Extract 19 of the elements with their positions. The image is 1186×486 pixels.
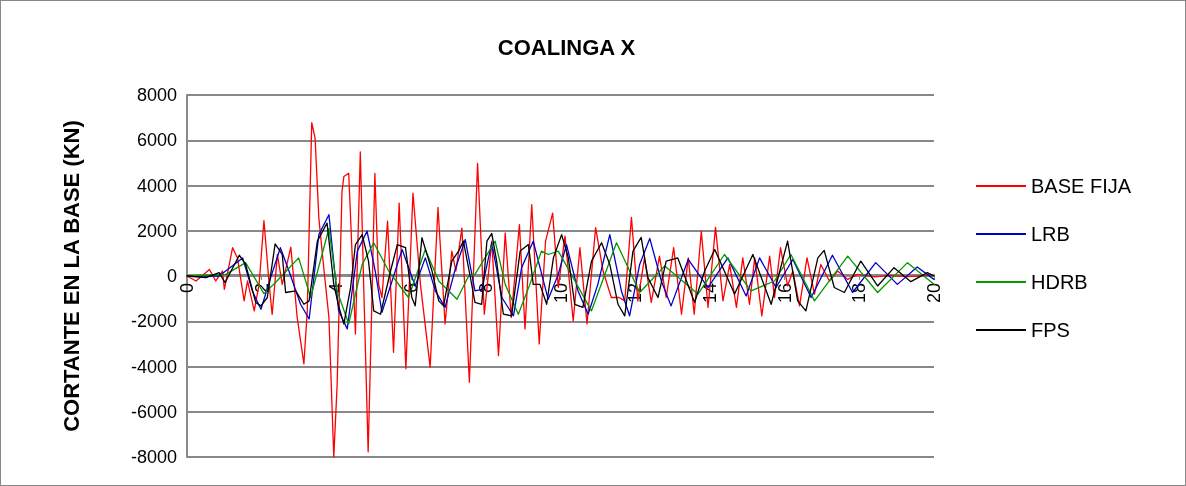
x-tick-label: 10: [550, 283, 571, 304]
y-tick-label: -4000: [130, 356, 177, 377]
legend-label: BASE FIJA: [1031, 175, 1132, 197]
y-tick-label: 2000: [136, 220, 177, 241]
x-tick-label: 20: [924, 283, 944, 304]
x-tick-label: 18: [849, 283, 870, 304]
legend-label: LRB: [1031, 223, 1070, 245]
legend-label: FPS: [1031, 319, 1070, 341]
y-tick-label: 8000: [136, 85, 177, 105]
y-tick-label: -6000: [130, 401, 177, 422]
y-axis-title: CORTANTE EN LA BASE (KN): [58, 120, 84, 432]
y-tick-label: -8000: [130, 447, 177, 467]
legend-label: HDRB: [1031, 271, 1088, 293]
x-tick-label: 16: [774, 283, 795, 304]
y-tick-label: 4000: [136, 175, 177, 196]
x-tick-label: 0: [177, 283, 197, 294]
y-tick-label: 6000: [136, 130, 177, 151]
y-tick-label: -2000: [130, 311, 177, 332]
chart-title: COALINGA X: [497, 34, 636, 60]
